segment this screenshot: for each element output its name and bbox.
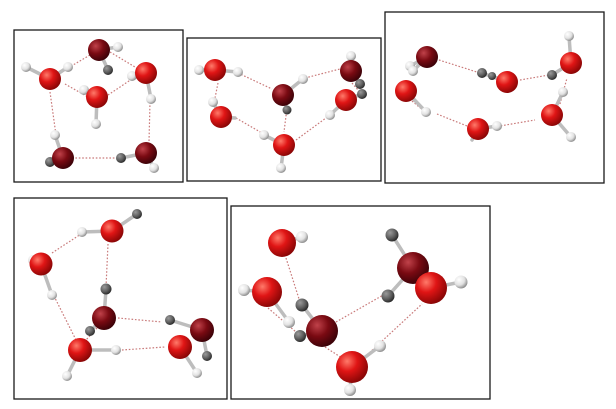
- oxygen-atom: [416, 46, 438, 68]
- water-cluster-panel-2: [194, 51, 367, 173]
- hydrogen-atom: [85, 326, 95, 336]
- hydrogen-atom: [116, 153, 126, 163]
- hydrogen-atom: [566, 132, 576, 142]
- oxygen-atom: [86, 86, 108, 108]
- oxygen-atom: [268, 229, 296, 257]
- water-cluster-panel-4: [28, 209, 214, 381]
- hydrogen-atom: [344, 384, 356, 396]
- oxygen-atom: [336, 351, 368, 383]
- oxygen-atom: [541, 104, 563, 126]
- hydrogen-atom: [421, 107, 431, 117]
- hydrogen-atom: [547, 70, 557, 80]
- hydrogen-atom: [381, 289, 395, 303]
- water-cluster-panel-5: [238, 228, 468, 396]
- hydrogen-atom: [283, 316, 295, 328]
- hydrogen-atom: [355, 79, 365, 89]
- hydrogen-atom: [374, 340, 386, 352]
- hydrogen-atom: [202, 351, 212, 361]
- hydrogen-atom: [127, 71, 137, 81]
- hydrogen-atom: [296, 231, 308, 243]
- hydrogen-atom: [111, 345, 121, 355]
- oxygen-atom: [335, 89, 357, 111]
- oxygen-atom: [306, 315, 338, 347]
- hydrogen-atom: [325, 110, 335, 120]
- hydrogen-atom: [208, 97, 218, 107]
- hydrogen-atom: [408, 66, 418, 76]
- oxygen-atom: [415, 272, 447, 304]
- hydrogen-atom: [564, 31, 574, 41]
- oxygen-atom: [210, 106, 232, 128]
- hydrogen-atom: [113, 42, 123, 52]
- hydrogen-atom: [295, 298, 309, 312]
- hydrogen-atom: [259, 130, 269, 140]
- hydrogen-atom: [21, 62, 31, 72]
- oxygen-atom: [135, 142, 157, 164]
- oxygen-atom: [92, 306, 116, 330]
- hydrogen-atom: [282, 105, 292, 115]
- oxygen-atom: [560, 52, 582, 74]
- oxygen-atom: [272, 84, 294, 106]
- oxygen-atom: [467, 118, 489, 140]
- oxygen-atom: [39, 68, 61, 90]
- hydrogen-atom: [492, 121, 502, 131]
- oxygen-atom: [88, 39, 110, 61]
- hydrogen-atom: [77, 227, 87, 237]
- oxygen-atom: [135, 62, 157, 84]
- hydrogen-atom: [194, 65, 204, 75]
- hydrogen-atom: [149, 163, 159, 173]
- hydrogen-atom: [294, 330, 306, 342]
- oxygen-atom: [252, 277, 282, 307]
- oxygen-atom: [100, 219, 124, 243]
- oxygen-atom: [68, 338, 92, 362]
- hydrogen-atom: [146, 94, 156, 104]
- hydrogen-atom: [100, 283, 112, 295]
- hydrogen-atom: [488, 72, 496, 80]
- oxygen-atom: [204, 59, 226, 81]
- hydrogen-atom: [192, 368, 202, 378]
- hydrogen-atom: [276, 163, 286, 173]
- hydrogen-atom: [385, 228, 399, 242]
- hydrogen-atom: [558, 87, 568, 97]
- oxygen-atom: [52, 147, 74, 169]
- hydrogen-atom: [63, 62, 73, 72]
- hydrogen-atom: [62, 371, 72, 381]
- hydrogen-atom: [103, 65, 113, 75]
- hydrogen-atom: [79, 85, 89, 95]
- water-cluster-panel-1: [21, 39, 159, 173]
- water-cluster-panel-3: [395, 31, 582, 142]
- hydrogen-atom: [298, 74, 308, 84]
- hydrogen-atom: [233, 67, 243, 77]
- oxygen-atom: [340, 60, 362, 82]
- hydrogen-atom: [47, 290, 57, 300]
- hydrogen-atom: [357, 89, 367, 99]
- hydrogen-atom: [50, 130, 60, 140]
- hydrogen-atom: [454, 275, 468, 289]
- hydrogen-atom: [132, 209, 142, 219]
- oxygen-atom: [273, 134, 295, 156]
- oxygen-atom: [190, 318, 214, 342]
- hydrogen-atom: [346, 51, 356, 61]
- oxygen-atom: [168, 335, 192, 359]
- oxygen-atom: [395, 80, 417, 102]
- oxygen-atom: [29, 252, 53, 276]
- hydrogen-atom: [91, 119, 101, 129]
- hydrogen-atom: [238, 284, 250, 296]
- oxygen-atom: [496, 71, 518, 93]
- hydrogen-atom: [477, 68, 487, 78]
- hydrogen-atom: [165, 315, 175, 325]
